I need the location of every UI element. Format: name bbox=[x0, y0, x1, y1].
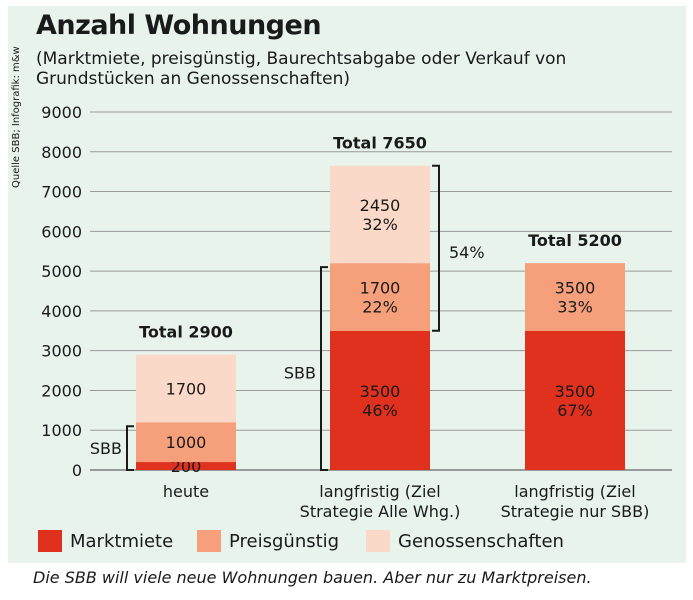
data-label-3-1-1: 33% bbox=[557, 297, 593, 316]
bracket-3 bbox=[432, 164, 440, 332]
legend-swatch-marktmiete bbox=[38, 530, 62, 552]
data-label-1-2-0: 1700 bbox=[166, 379, 207, 398]
y-tick-label-2000: 2000 bbox=[41, 381, 82, 400]
y-tick-label-6000: 6000 bbox=[41, 222, 82, 241]
chart-subtitle: (Marktmiete, preisgünstig, Baurechtsabga… bbox=[36, 49, 567, 89]
bar-1-preisgünstig bbox=[136, 422, 236, 463]
data-label-1-1-0: 1000 bbox=[166, 433, 207, 452]
chart-title: Anzahl Wohnungen bbox=[36, 10, 322, 41]
y-tick-label-3000: 3000 bbox=[41, 342, 82, 361]
legend-item-preisguenstig: Preisgünstig bbox=[197, 529, 339, 553]
bracket-label-1: SBB bbox=[90, 439, 122, 458]
y-tick-label-9000: 9000 bbox=[41, 103, 82, 122]
data-label-2-2-1: 32% bbox=[362, 215, 398, 234]
bracket-1 bbox=[126, 425, 134, 471]
y-tick-label-5000: 5000 bbox=[41, 262, 82, 281]
data-label-2-1-1: 22% bbox=[362, 297, 398, 316]
x-category-label-2-0: langfristig (Ziel bbox=[319, 482, 440, 501]
legend-item-marktmiete: Marktmiete bbox=[38, 529, 173, 553]
bracket-2 bbox=[320, 266, 328, 471]
x-category-label-1-0: heute bbox=[163, 482, 209, 501]
x-category-label-3-1: Strategie nur SBB) bbox=[501, 502, 650, 521]
data-label-3-0-0: 3500 bbox=[555, 382, 596, 401]
figure-caption: Die SBB will viele neue Wohnungen bauen.… bbox=[33, 568, 592, 587]
total-label-3: Total 5200 bbox=[528, 231, 622, 250]
legend-label-marktmiete: Marktmiete bbox=[70, 530, 174, 552]
legend-swatch-genossenschaften bbox=[366, 530, 390, 552]
x-category-label-3-0: langfristig (Ziel bbox=[514, 482, 635, 501]
bar-2-genossenschaften bbox=[330, 165, 430, 264]
data-label-3-0-1: 67% bbox=[557, 401, 593, 420]
legend-item-genossenschaften: Genossenschaften bbox=[366, 529, 564, 553]
y-tick-label-0: 0 bbox=[72, 461, 82, 480]
y-tick-label-8000: 8000 bbox=[41, 143, 82, 162]
bracket-label-2: SBB bbox=[284, 364, 316, 383]
bar-3-preisgünstig bbox=[525, 263, 625, 331]
y-tick-label-1000: 1000 bbox=[41, 421, 82, 440]
bar-2-marktmiete bbox=[330, 330, 430, 470]
bar-1-genossenschaften bbox=[136, 354, 236, 423]
total-label-2: Total 7650 bbox=[333, 134, 427, 153]
bar-3-marktmiete bbox=[525, 330, 625, 470]
y-tick-label-4000: 4000 bbox=[41, 302, 82, 321]
legend-swatch-preisguenstig bbox=[197, 530, 221, 552]
legend-label-genossenschaften: Genossenschaften bbox=[398, 530, 564, 552]
y-tick-label-7000: 7000 bbox=[41, 183, 82, 202]
bar-2-preisgünstig bbox=[330, 263, 430, 331]
data-label-2-1-0: 1700 bbox=[360, 278, 401, 297]
data-label-2-2-0: 2450 bbox=[360, 196, 401, 215]
data-label-3-1-0: 3500 bbox=[555, 278, 596, 297]
legend-label-preisguenstig: Preisgünstig bbox=[229, 530, 340, 552]
data-label-2-0-0: 3500 bbox=[360, 382, 401, 401]
bar-1-marktmiete bbox=[136, 462, 236, 470]
total-label-1: Total 2900 bbox=[139, 323, 233, 342]
x-category-label-2-1: Strategie Alle Whg.) bbox=[300, 502, 461, 521]
data-label-2-0-1: 46% bbox=[362, 401, 398, 420]
bracket-label-3: 54% bbox=[449, 243, 485, 262]
